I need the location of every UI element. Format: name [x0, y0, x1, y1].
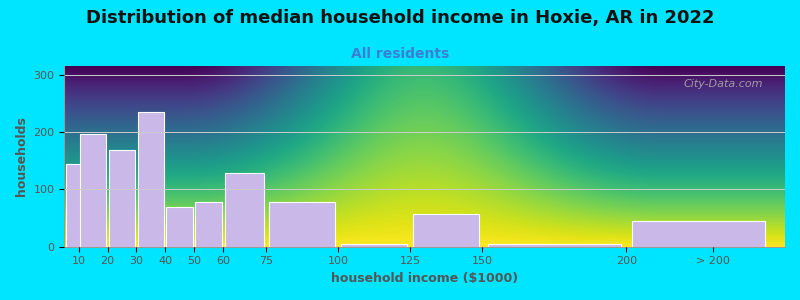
Bar: [632, 221, 765, 247]
Bar: [269, 202, 335, 247]
Bar: [195, 202, 222, 247]
Text: Distribution of median household income in Hoxie, AR in 2022: Distribution of median household income …: [86, 9, 714, 27]
Bar: [488, 244, 621, 247]
Y-axis label: households: households: [15, 116, 28, 196]
Bar: [109, 150, 135, 247]
Bar: [225, 173, 265, 247]
Bar: [166, 207, 193, 247]
Bar: [413, 214, 479, 247]
Bar: [138, 112, 164, 247]
Bar: [80, 134, 106, 247]
Text: All residents: All residents: [351, 46, 449, 61]
X-axis label: household income ($1000): household income ($1000): [331, 272, 518, 285]
Text: City-Data.com: City-Data.com: [684, 79, 763, 89]
Bar: [341, 244, 407, 247]
Bar: [66, 164, 92, 247]
